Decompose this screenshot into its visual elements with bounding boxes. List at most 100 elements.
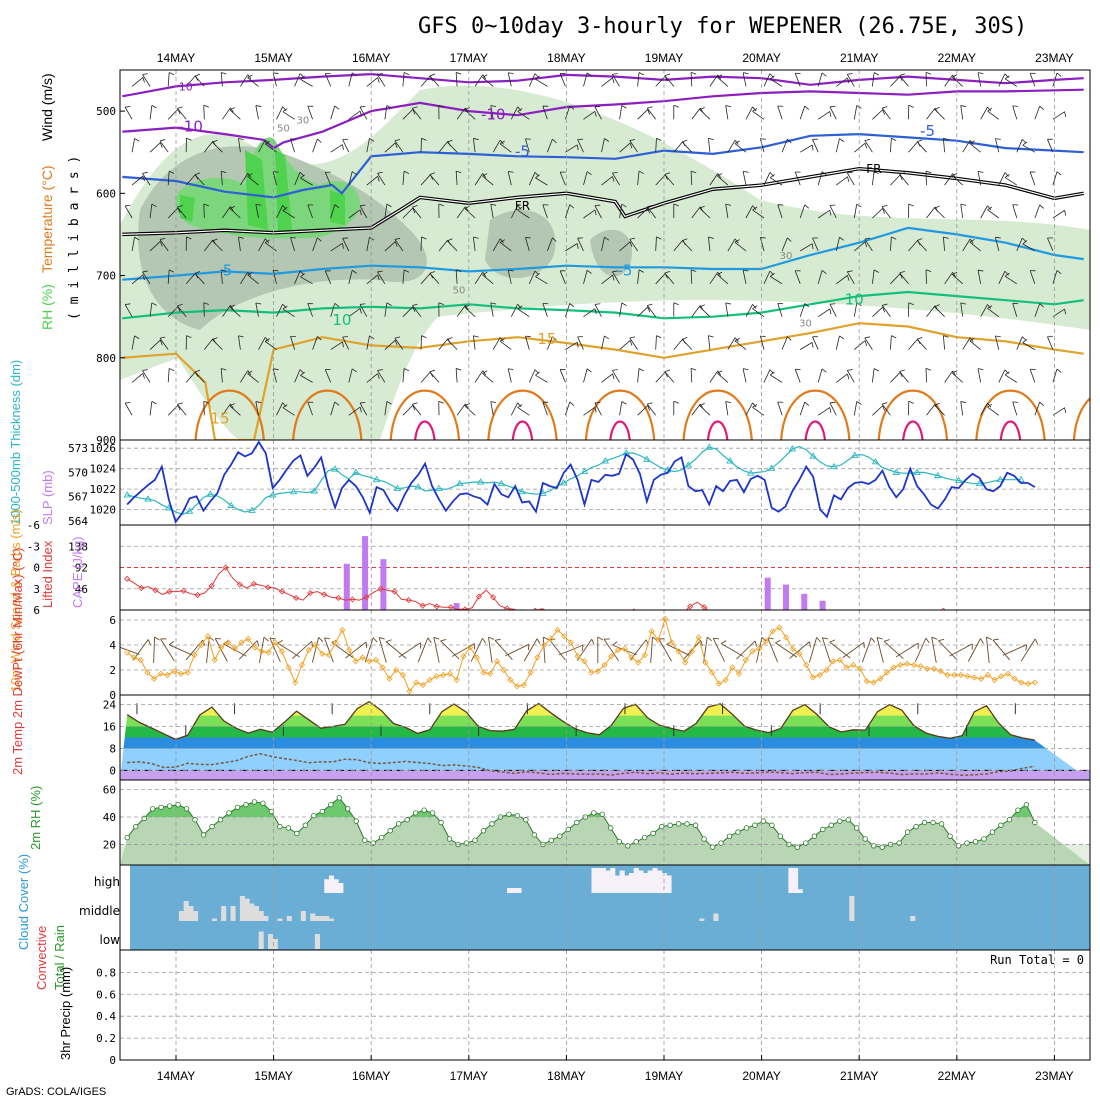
ytick-label: 800: [96, 352, 116, 365]
contour-label: -10: [481, 105, 506, 123]
wind-marker: [662, 615, 669, 622]
chart-mark: [681, 240, 693, 252]
chart-mark: [421, 335, 427, 339]
wind-marker: [554, 626, 561, 634]
chart-mark: [725, 203, 732, 206]
wind-barb: [330, 204, 340, 219]
chart-mark: [612, 370, 620, 383]
chart-mark: [559, 171, 566, 186]
chart-mark: [777, 105, 783, 120]
cloud-cell-middle: [310, 913, 316, 921]
wind-barb: [789, 641, 811, 659]
chart-mark: [891, 236, 897, 240]
wind-barb: [324, 637, 334, 663]
wind-barb: [131, 373, 145, 383]
chart-mark: [429, 73, 436, 77]
wind-barb: [142, 369, 151, 383]
wind-barb: [300, 75, 313, 87]
chart-mark: [952, 272, 956, 278]
thickness-marker: [455, 479, 464, 487]
wind-barb: [149, 142, 163, 153]
chart-mark: [890, 372, 901, 383]
rh-marker: [353, 818, 359, 824]
wind-barb: [142, 270, 151, 285]
wind-barb: [149, 339, 163, 350]
wind-marker: [540, 641, 548, 649]
wind-marker: [823, 666, 830, 674]
wind-barb: [1047, 138, 1054, 153]
wind-barb: [438, 104, 444, 120]
chart-mark: [734, 239, 740, 243]
chart-mark: [1012, 204, 1019, 206]
chart-mark: [348, 270, 353, 284]
chart-mark: [560, 270, 566, 272]
chart-mark: [597, 636, 604, 641]
cloud-ylabel: Cloud Cover (%): [16, 854, 31, 950]
chart-mark: [203, 239, 214, 252]
chart-mark: [403, 170, 410, 174]
chart-mark: [725, 302, 729, 317]
rh-marker: [294, 830, 300, 837]
wind-barb: [330, 401, 340, 416]
wind-marker: [756, 645, 763, 652]
wind-barb: [470, 638, 487, 662]
chart-mark: [324, 637, 331, 640]
li-tick-label: 0: [33, 562, 40, 575]
ytick-label: 500: [96, 105, 116, 118]
chart-mark: [490, 401, 497, 404]
chart-mark: [294, 172, 301, 186]
chart-mark: [967, 638, 981, 662]
chart-mark: [812, 336, 819, 350]
chart-mark: [709, 74, 719, 87]
rh-marker: [378, 834, 385, 841]
li-tick-label: 3: [33, 583, 40, 596]
wind-marker: [305, 646, 312, 654]
wind-barb: [699, 304, 711, 317]
cloud-cell-middle: [239, 896, 245, 921]
chart-mark: [699, 207, 711, 219]
wind-barb: [601, 274, 615, 285]
wind-barb: [535, 371, 548, 383]
chart-mark: [817, 111, 831, 120]
chart-mark: [456, 107, 466, 120]
chart-mark: [569, 105, 575, 110]
chart-mark: [230, 305, 234, 310]
wind-barb: [490, 302, 497, 317]
wind-barb: [417, 637, 432, 663]
chart-mark: [258, 238, 266, 252]
chart-mark: [646, 305, 657, 317]
rh-shade-high: [175, 137, 360, 239]
wind-marker: [460, 653, 467, 660]
chart-mark: [985, 637, 990, 663]
wind-barb: [752, 305, 765, 318]
chart-mark: [492, 238, 501, 252]
chart-mark: [517, 303, 522, 309]
thickness-line: [127, 445, 1021, 516]
chart-mark: [864, 238, 873, 252]
chart-mark: [995, 138, 1001, 140]
wind-barb: [1052, 111, 1067, 120]
chart-mark: [1056, 270, 1062, 275]
rh-marker: [854, 825, 860, 831]
chart-mark: [535, 177, 548, 186]
chart-mark: [734, 241, 747, 252]
chart-mark: [717, 173, 723, 177]
chart-mark: [125, 204, 131, 207]
upper-ylabel: RH (%)Temperature (°C)Wind (m/s)( m i l …: [39, 73, 82, 330]
wind-barb: [960, 105, 967, 120]
chart-mark: [699, 405, 711, 416]
chart-mark: [673, 400, 679, 404]
chart-mark: [1029, 171, 1036, 186]
chart-mark: [853, 204, 858, 219]
wind-barb: [1020, 638, 1039, 662]
wind-barb: [455, 269, 462, 284]
wind-barb: [709, 370, 722, 383]
wind-barb: [829, 401, 837, 416]
chart-mark: [238, 236, 241, 251]
chart-mark: [821, 270, 827, 274]
chart-mark: [925, 72, 932, 75]
contour-label: 15: [537, 330, 556, 348]
cape-tick-label: 92: [75, 562, 88, 575]
chart-mark: [264, 140, 270, 145]
wind-marker: [648, 628, 655, 635]
